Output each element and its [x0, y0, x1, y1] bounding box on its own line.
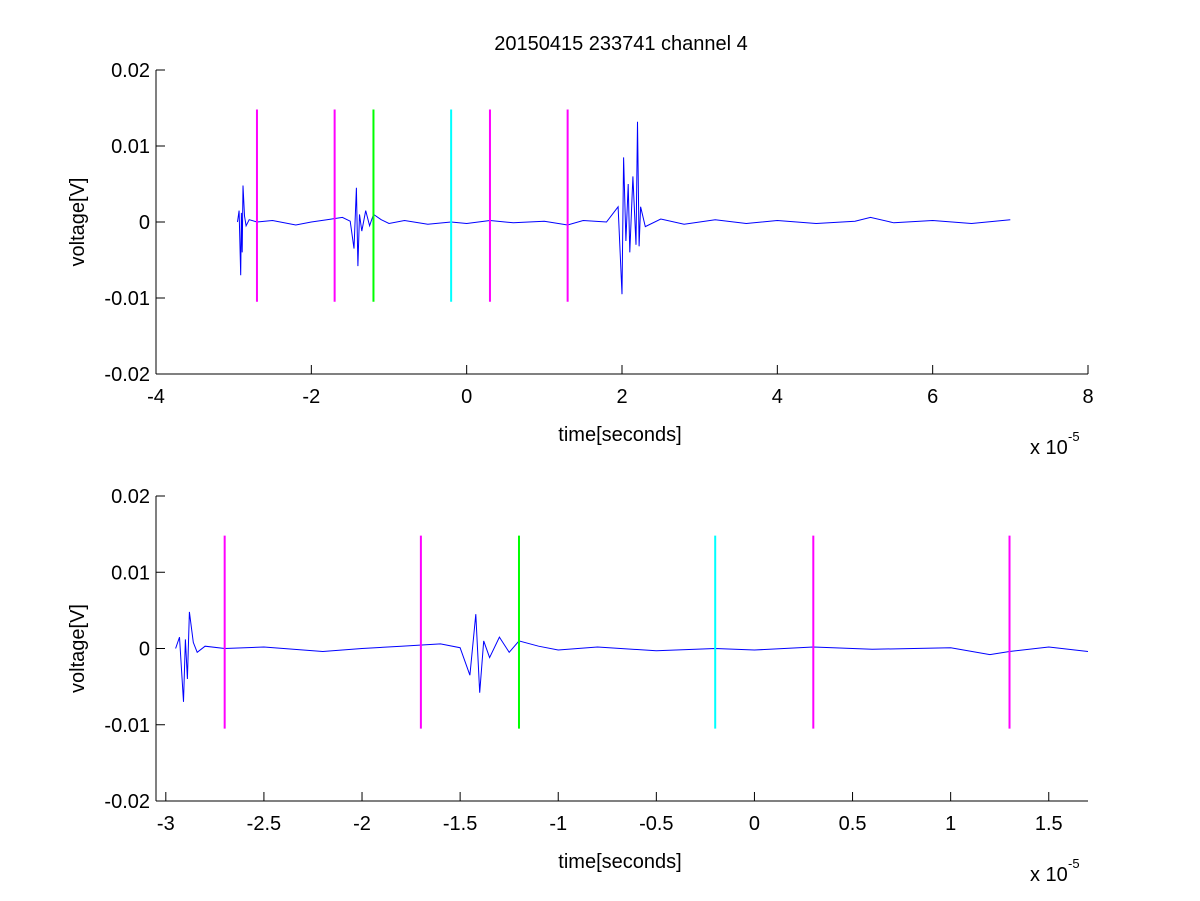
- signal-trace: [237, 121, 1011, 295]
- x-multiplier-exponent: -5: [1068, 856, 1080, 871]
- y-tick-label: -0.02: [104, 364, 150, 386]
- x-tick-label: 6: [927, 386, 938, 408]
- y-tick-label: -0.02: [104, 791, 150, 813]
- x-multiplier-exponent: -5: [1068, 429, 1080, 444]
- x-tick-label: 4: [772, 386, 783, 408]
- x-tick-label: 2: [616, 386, 627, 408]
- bottom-axes: -3 -2.5 -2 -1.5 -1 -0.5 0 0.5 1 1.5 -0.02 -0.01 0 0.0…: [67, 486, 1088, 886]
- x-tick-label: 1.5: [1035, 813, 1063, 835]
- y-tick-label: 0.02: [111, 486, 150, 508]
- top-axes: -4 -2 0 2 4 6 8 -0.02 -0.01 0 0.01 0.02 time[seconds…: [67, 60, 1094, 459]
- x-multiplier: x 10: [1030, 437, 1068, 459]
- y-tick-label: 0.01: [111, 136, 150, 158]
- x-multiplier: x 10: [1030, 864, 1068, 886]
- y-tick-label: 0.01: [111, 562, 150, 584]
- x-tick-label: 0: [461, 386, 472, 408]
- y-tick-label: 0.02: [111, 60, 150, 82]
- x-tick-label: 8: [1082, 386, 1093, 408]
- x-tick-label: -3: [157, 813, 175, 835]
- x-tick-label: -4: [147, 386, 165, 408]
- y-axis-label: voltage[V]: [67, 604, 89, 693]
- y-tick-label: -0.01: [104, 715, 150, 737]
- y-tick-label: -0.01: [104, 288, 150, 310]
- x-tick-label: -2.5: [247, 813, 281, 835]
- x-axis-label: time[seconds]: [558, 424, 681, 446]
- x-tick-label: -1.5: [443, 813, 477, 835]
- x-tick-label: 0: [749, 813, 760, 835]
- x-tick-label: 1: [945, 813, 956, 835]
- x-tick-label: 0.5: [839, 813, 867, 835]
- figure-title: 20150415 233741 channel 4: [494, 33, 748, 55]
- x-tick-label: -1: [549, 813, 567, 835]
- x-tick-label: -2: [302, 386, 320, 408]
- x-tick-label: -0.5: [639, 813, 673, 835]
- x-axis-label: time[seconds]: [558, 851, 681, 873]
- y-tick-label: 0: [139, 639, 150, 661]
- y-tick-label: 0: [139, 212, 150, 234]
- y-axis-label: voltage[V]: [67, 178, 89, 267]
- x-tick-label: -2: [353, 813, 371, 835]
